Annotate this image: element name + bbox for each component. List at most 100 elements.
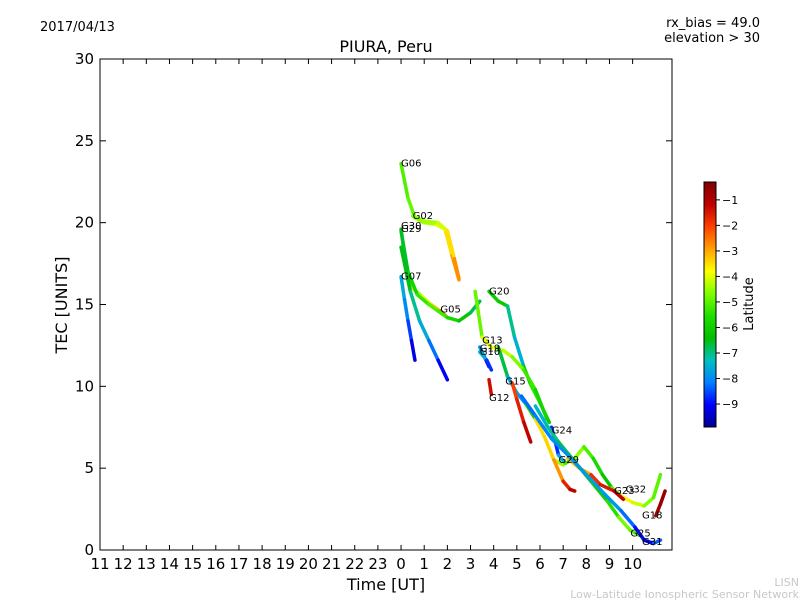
track-segment xyxy=(487,378,494,397)
x-tick-label: 23 xyxy=(368,555,387,573)
date-label: 2017/04/13 xyxy=(40,20,115,35)
y-tick-label: 25 xyxy=(75,132,94,150)
x-tick-label: 11 xyxy=(90,555,109,573)
y-tick-label: 30 xyxy=(75,50,94,68)
prn-label: G29 xyxy=(401,224,421,235)
track-segment xyxy=(480,335,494,349)
track-segment xyxy=(484,358,494,372)
track-segment xyxy=(408,289,422,323)
track-segment xyxy=(409,338,417,362)
satellite-track xyxy=(399,245,450,382)
track-segment xyxy=(584,472,607,497)
rx-bias-label: rx_bias = 49.0 xyxy=(666,16,760,31)
x-tick-label: 22 xyxy=(345,555,364,573)
track-segment xyxy=(598,482,616,493)
track-segment xyxy=(582,445,596,461)
prn-label: G20 xyxy=(489,286,509,297)
prn-label: G15 xyxy=(505,376,525,387)
track-segment xyxy=(533,417,547,439)
track-segment xyxy=(436,358,450,382)
satellite-track xyxy=(566,456,626,502)
track-segment xyxy=(568,487,577,493)
colorbar-tick-label: −8 xyxy=(722,373,738,386)
satellite-track xyxy=(552,458,577,493)
colorbar-ticks: −1 −2 −3 −4 −5 −6 −7 −8 −9 xyxy=(716,194,738,411)
satellite-track xyxy=(399,229,482,323)
track-segment xyxy=(612,489,626,502)
track-segment xyxy=(515,397,526,425)
track-segment xyxy=(542,435,556,462)
prn-label: G30 xyxy=(401,221,421,232)
track-segment xyxy=(406,319,414,343)
prn-label: G06 xyxy=(401,159,421,170)
satellite-track xyxy=(410,214,461,281)
track-segment xyxy=(510,355,526,372)
track-segment xyxy=(633,525,646,542)
prn-label: G12 xyxy=(489,393,509,404)
track-segment xyxy=(406,270,420,297)
track-segment xyxy=(589,472,602,487)
track-segment xyxy=(427,302,440,313)
x-tick-label: 2 xyxy=(443,555,453,573)
satellite-track xyxy=(399,274,417,362)
track-segment xyxy=(549,436,570,457)
colorbar-tick-label: −5 xyxy=(722,296,738,309)
footer-lisn: LISN xyxy=(774,576,799,589)
prn-label: G29 xyxy=(559,455,579,466)
track-segment xyxy=(545,423,561,444)
track-segment xyxy=(522,368,538,392)
prn-label: G23 xyxy=(614,486,634,497)
satellite-track xyxy=(487,378,494,397)
y-tick-label: 20 xyxy=(75,214,94,232)
satellite-track xyxy=(654,489,667,518)
y-axis-label: TEC [UNITS] xyxy=(52,257,71,355)
x-tick-label: 15 xyxy=(183,555,202,573)
x-tick-label: 8 xyxy=(582,555,592,573)
x-tick-label: 18 xyxy=(253,555,272,573)
y-tick-label: 15 xyxy=(75,296,94,314)
x-tick-label: 3 xyxy=(466,555,476,573)
colorbar-tick-label: −7 xyxy=(722,347,738,360)
track-segment xyxy=(630,500,646,508)
track-segment xyxy=(410,214,426,223)
prn-label: G07 xyxy=(401,272,421,283)
track-segment xyxy=(533,414,554,441)
colorbar-tick-label: −9 xyxy=(722,398,738,411)
x-tick-label: 7 xyxy=(558,555,568,573)
track-segment xyxy=(501,348,514,359)
track-segment xyxy=(522,420,533,444)
prn-label: G19 xyxy=(480,344,500,355)
data-marks xyxy=(399,161,667,546)
track-segment xyxy=(436,220,450,233)
track-segment xyxy=(399,161,410,200)
y-axis-ticks: 0 5 10 15 20 25 30 xyxy=(75,50,672,559)
track-segment xyxy=(561,479,572,492)
track-segment xyxy=(399,245,413,294)
track-segment xyxy=(556,453,568,466)
prn-label: G05 xyxy=(440,304,460,315)
track-segment xyxy=(552,458,565,484)
prn-label: G32 xyxy=(626,484,646,495)
x-tick-label: 10 xyxy=(623,555,642,573)
track-segment xyxy=(510,381,519,402)
track-segment xyxy=(642,495,656,508)
track-segment xyxy=(519,394,538,418)
x-tick-label: 12 xyxy=(114,555,133,573)
x-tick-label: 4 xyxy=(489,555,499,573)
satellite-track xyxy=(496,345,565,467)
y-tick-label: 10 xyxy=(75,377,94,395)
track-segment xyxy=(402,297,410,323)
x-tick-label: 5 xyxy=(512,555,522,573)
satellite-track xyxy=(519,394,663,546)
colorbar-tick-label: −1 xyxy=(722,194,738,207)
track-segment xyxy=(436,309,450,320)
track-segment xyxy=(406,196,417,220)
x-tick-label: 0 xyxy=(396,555,406,573)
track-segment xyxy=(496,345,510,379)
track-segment xyxy=(658,489,667,506)
track-segment xyxy=(399,229,410,274)
track-segment xyxy=(654,502,663,518)
prn-label: G10 xyxy=(480,347,500,358)
track-segment xyxy=(605,499,621,520)
track-segment xyxy=(651,472,663,500)
